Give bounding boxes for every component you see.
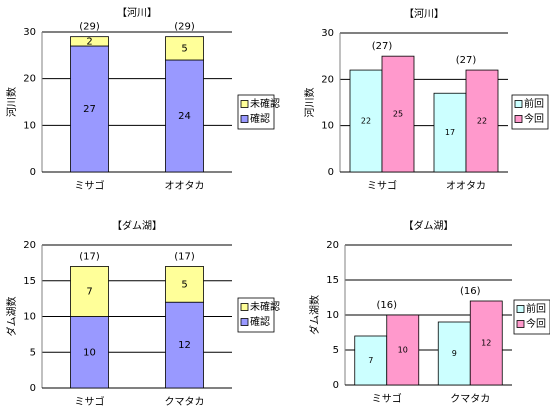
y-tick-label: 5 [333,345,339,356]
value-label: 12 [178,340,191,351]
legend-swatch [240,318,249,326]
bar [386,314,420,386]
legend-swatch [240,115,249,123]
y-axis-label: ダム湖数 [5,297,18,337]
y-tick-label: 0 [328,167,334,178]
bar-segment [70,36,109,47]
chart-title: 【ダム湖】 [404,219,454,232]
legend-swatch [516,305,525,313]
value-label: 25 [393,110,403,119]
x-tick-label: ミサゴ [75,395,105,408]
bar-segment [70,266,109,317]
legend-label: 前回 [524,97,544,110]
x-tick-label: ミサゴ [75,179,105,192]
legend-label: 未確認 [250,300,280,313]
y-tick-label: 15 [23,276,36,287]
x-tick-label: ミサゴ [367,179,397,192]
total-annotation: (29) [174,22,195,33]
x-tick-label: ミサゴ [372,392,402,405]
chart-title: 【河川】 [117,7,157,19]
x-tick-label: オオタカ [446,180,486,192]
legend-swatch [514,115,523,123]
total-annotation: (17) [174,251,195,262]
legend-box [237,297,275,333]
legend-label: 確認 [250,112,270,125]
legend-label: 未確認 [250,97,280,110]
total-annotation: (17) [79,251,100,262]
y-tick-label: 20 [23,240,36,251]
legend-swatch [514,100,523,108]
x-tick-label: クマタカ [165,396,205,408]
legend-label: 今回 [526,317,546,330]
legend-swatch [516,320,525,328]
y-tick-label: 20 [23,74,36,85]
value-label: 17 [445,128,455,137]
y-tick-label: 10 [326,310,339,321]
y-tick-label: 10 [321,121,334,132]
bar [465,69,499,173]
bar-segment [165,59,204,173]
legend-label: 今回 [524,112,544,125]
chart-title: 【河川】 [404,8,444,20]
y-tick-label: 5 [30,347,36,358]
value-label: 9 [452,349,457,358]
bar-segment [70,316,109,389]
value-label: 7 [86,286,92,297]
value-label: 10 [83,347,96,358]
bar [349,69,383,173]
y-tick-label: 0 [333,380,339,391]
total-annotation: (16) [460,286,481,297]
value-label: 7 [368,356,373,365]
bar-segment [165,266,204,303]
legend-swatch [240,100,249,108]
bar-segment [165,301,204,389]
legend-label: 確認 [250,315,270,328]
bar-segment [165,36,204,61]
value-label: 27 [83,104,96,115]
y-tick-label: 15 [326,275,339,286]
y-tick-label: 20 [321,74,334,85]
y-axis-label: 河川数 [303,88,316,118]
y-tick-label: 0 [30,167,36,178]
bar [437,321,471,386]
bar [469,300,503,386]
legend-swatch [240,303,249,311]
y-tick-label: 30 [23,27,36,38]
bar-segment [70,45,109,173]
x-tick-label: クマタカ [450,393,490,405]
y-tick-label: 20 [326,240,339,251]
value-label: 24 [178,111,191,122]
bar [433,92,467,173]
total-annotation: (27) [372,41,393,52]
value-label: 2 [86,36,92,47]
bar [381,55,415,173]
value-label: 5 [181,43,187,54]
y-tick-label: 30 [321,28,334,39]
value-label: 22 [477,117,487,126]
chart-title: 【ダム湖】 [112,219,162,232]
value-label: 12 [481,339,491,348]
total-annotation: (16) [376,300,397,311]
legend-label: 前回 [526,302,546,315]
value-label: 5 [181,279,187,290]
value-label: 10 [398,346,408,355]
total-annotation: (29) [79,22,100,33]
y-tick-label: 0 [30,383,36,394]
y-tick-label: 10 [23,312,36,323]
y-axis-label: ダム湖数 [308,295,321,335]
y-tick-label: 10 [23,120,36,131]
bar [354,335,388,386]
total-annotation: (27) [456,55,477,66]
y-axis-label: 河川数 [5,87,18,117]
x-tick-label: オオタカ [165,180,205,192]
value-label: 22 [361,117,371,126]
